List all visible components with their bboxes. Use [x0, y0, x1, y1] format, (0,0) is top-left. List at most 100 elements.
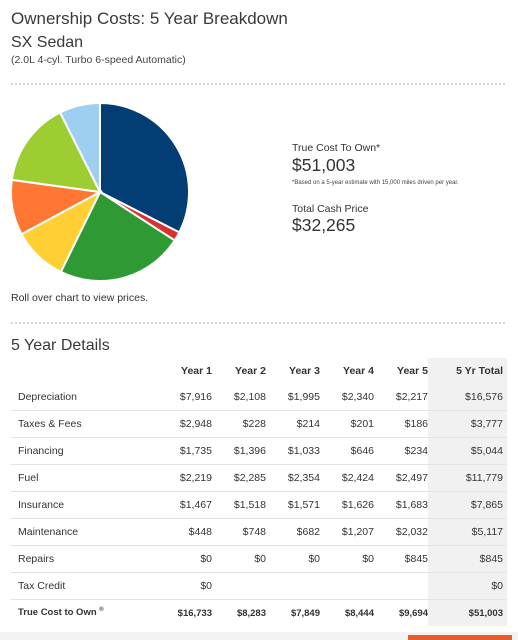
- table-cell: $1,571: [266, 491, 320, 519]
- table-cell: $1,033: [266, 437, 320, 465]
- table-cell: $8,283: [236, 607, 266, 619]
- table-cell: $748: [212, 518, 266, 546]
- column-header: Year 1: [181, 365, 212, 377]
- row-label: Depreciation: [11, 384, 165, 411]
- column-header: [11, 358, 165, 384]
- table-cell: $7,849: [290, 607, 320, 619]
- table-row: Taxes & Fees $2,948 $228 $214 $201 $186 …: [11, 410, 507, 438]
- row-label: Financing: [11, 437, 165, 465]
- column-header: 5 Yr Total: [428, 358, 507, 384]
- table-cell: $1,683: [374, 491, 428, 519]
- table-cell: $2,948: [165, 410, 212, 438]
- engine-description: (2.0L 4-cyl. Turbo 6-speed Automatic): [11, 54, 186, 66]
- table-cell: $2,032: [374, 518, 428, 546]
- total-row-label: True Cost to Own: [18, 607, 97, 619]
- column-header: Year 2: [235, 365, 266, 377]
- total-cell: $845: [428, 545, 507, 573]
- table-cell: $2,219: [165, 464, 212, 492]
- table-row: Depreciation $7,916 $2,108 $1,995 $2,340…: [11, 384, 507, 411]
- cost-pie-chart[interactable]: [8, 100, 192, 284]
- table-cell: [212, 572, 266, 600]
- divider: [11, 322, 505, 324]
- page-title: Ownership Costs: 5 Year Breakdown: [11, 9, 288, 28]
- table-cell: $1,735: [165, 437, 212, 465]
- registered-mark: ®: [99, 607, 104, 614]
- table-cell: $186: [374, 410, 428, 438]
- cash-price-label: Total Cash Price: [292, 203, 369, 215]
- total-cell: $16,576: [428, 384, 507, 411]
- true-cost-label: True Cost To Own*: [292, 142, 381, 154]
- table-cell: $214: [266, 410, 320, 438]
- table-header-row: Year 1 Year 2 Year 3 Year 4 Year 5 5 Yr …: [11, 358, 507, 384]
- table-cell: $1,207: [320, 518, 374, 546]
- total-cell: $11,779: [428, 464, 507, 492]
- row-label: Taxes & Fees: [11, 410, 165, 438]
- table-cell: $2,340: [320, 384, 374, 411]
- divider: [11, 83, 505, 85]
- table-cell: $228: [212, 410, 266, 438]
- table-cell: $1,518: [212, 491, 266, 519]
- row-label: Insurance: [11, 491, 165, 519]
- table-row: Repairs $0 $0 $0 $0 $845 $845: [11, 545, 507, 573]
- table-cell: [320, 572, 374, 600]
- details-title: 5 Year Details: [11, 337, 110, 354]
- row-label: Tax Credit: [11, 572, 165, 600]
- table-cell: $682: [266, 518, 320, 546]
- table-cell: $2,108: [212, 384, 266, 411]
- table-cell: $7,916: [165, 384, 212, 411]
- table-cell: $845: [374, 545, 428, 573]
- table-cell: $16,733: [177, 607, 212, 619]
- table-cell: $1,995: [266, 384, 320, 411]
- total-cell: $5,044: [428, 437, 507, 465]
- footer-accent: [408, 635, 512, 640]
- table-row: Insurance $1,467 $1,518 $1,571 $1,626 $1…: [11, 491, 507, 519]
- footer-bar: [0, 632, 518, 640]
- total-cell: $51,003: [428, 599, 507, 626]
- true-cost-footnote: *Based on a 5-year estimate with 15,000 …: [292, 180, 459, 186]
- cash-price-value: $32,265: [292, 215, 356, 235]
- table-cell: $2,285: [212, 464, 266, 492]
- table-cell: $2,424: [320, 464, 374, 492]
- row-label: True Cost to Own ®: [11, 600, 165, 627]
- table-cell: $201: [320, 410, 374, 438]
- table-cell: $1,467: [165, 491, 212, 519]
- total-cell: $7,865: [428, 491, 507, 519]
- table-cell: $2,217: [374, 384, 428, 411]
- total-row: True Cost to Own ® $16,733 $8,283 $7,849…: [11, 599, 507, 627]
- model-name: SX Sedan: [11, 34, 84, 51]
- pie-slice-depreciation[interactable]: [99, 101, 190, 234]
- column-header: Year 5: [397, 365, 428, 377]
- table-cell: $0: [165, 545, 212, 573]
- table-cell: $0: [266, 545, 320, 573]
- table-cell: $0: [165, 572, 212, 600]
- table-cell: $0: [212, 545, 266, 573]
- table-row: Financing $1,735 $1,396 $1,033 $646 $234…: [11, 437, 507, 465]
- row-label: Repairs: [11, 545, 165, 573]
- table-cell: $646: [320, 437, 374, 465]
- table-cell: $8,444: [344, 607, 374, 619]
- table-row: Fuel $2,219 $2,285 $2,354 $2,424 $2,497 …: [11, 464, 507, 492]
- total-cell: $3,777: [428, 410, 507, 438]
- table-cell: $2,354: [266, 464, 320, 492]
- table-cell: $0: [320, 545, 374, 573]
- table-cell: $2,497: [374, 464, 428, 492]
- table-cell: [374, 572, 428, 600]
- total-cell: $5,117: [428, 518, 507, 546]
- table-row: Maintenance $448 $748 $682 $1,207 $2,032…: [11, 518, 507, 546]
- table-cell: $448: [165, 518, 212, 546]
- column-header: Year 4: [343, 365, 374, 377]
- table-row: Tax Credit $0 $0: [11, 572, 507, 600]
- true-cost-value: $51,003: [292, 155, 356, 175]
- row-label: Maintenance: [11, 518, 165, 546]
- table-cell: $1,396: [212, 437, 266, 465]
- details-table: Year 1 Year 2 Year 3 Year 4 Year 5 5 Yr …: [11, 358, 507, 626]
- table-cell: $1,626: [320, 491, 374, 519]
- column-header: Year 3: [289, 365, 320, 377]
- row-label: Fuel: [11, 464, 165, 492]
- table-cell: [266, 572, 320, 600]
- pie-slice-taxes-fees[interactable]: [58, 101, 101, 193]
- pie-slice-insurance[interactable]: [10, 111, 102, 194]
- table-cell: $9,694: [398, 607, 428, 619]
- chart-hint: Roll over chart to view prices.: [11, 292, 149, 304]
- table-cell: $234: [374, 437, 428, 465]
